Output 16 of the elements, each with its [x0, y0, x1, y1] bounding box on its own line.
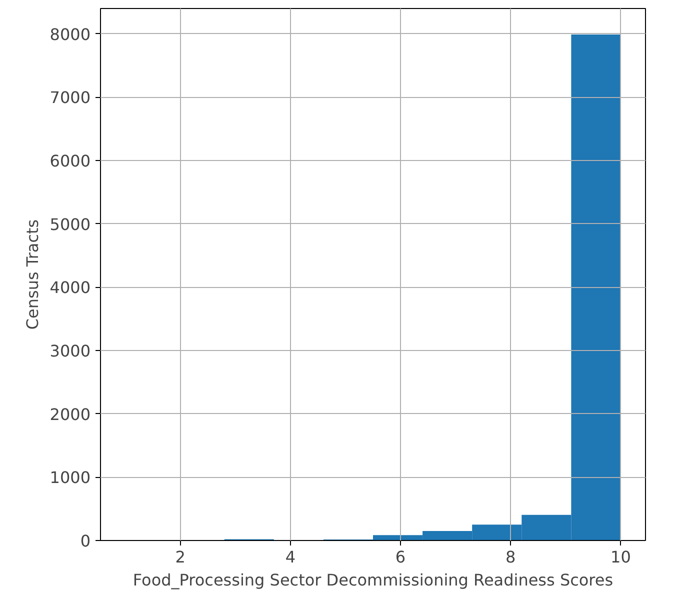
y-tick-label: 6000	[50, 152, 90, 170]
y-tick-label: 5000	[50, 214, 90, 234]
y-tick-label: 0	[80, 532, 91, 550]
x-tick-label: 8	[506, 548, 516, 566]
y-axis-title: Census Tracts	[22, 219, 42, 330]
x-tick-label: 2	[175, 548, 186, 566]
x-axis-title: Food_Processing Sector Decommissioning Readiness Scores	[132, 570, 614, 590]
y-tick-label: 1000	[50, 468, 90, 488]
y-tick-label: 3000	[50, 342, 90, 360]
x-tick-label: 4	[285, 548, 296, 566]
x-tick-label: 10	[610, 548, 631, 566]
x-tick-label: 6	[395, 548, 406, 566]
y-tick-label: 7000	[50, 88, 90, 108]
y-tick-label: 8000	[50, 24, 90, 44]
y-tick-label: 2000	[50, 404, 90, 424]
y-tick-label: 4000	[50, 278, 90, 298]
